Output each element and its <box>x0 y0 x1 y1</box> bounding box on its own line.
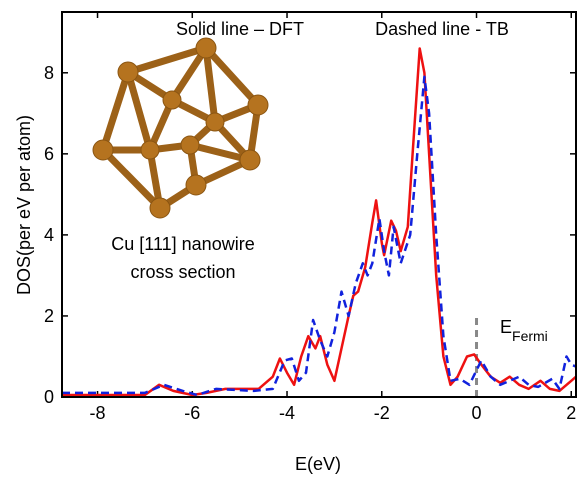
annotation: Cu [111] nanowire <box>111 234 254 254</box>
cluster-illustration <box>92 37 269 219</box>
series-line <box>62 75 577 397</box>
x-tick-label: 2 <box>566 403 576 423</box>
fermi-label: EFermi <box>500 317 548 344</box>
x-tick-label: -8 <box>90 403 106 423</box>
y-axis-label: DOS(per eV per atom) <box>14 115 34 295</box>
fermi-label-main: E <box>500 317 512 337</box>
y-tick-label: 8 <box>44 63 54 83</box>
y-tick-label: 0 <box>44 387 54 407</box>
y-tick-label: 4 <box>44 225 54 245</box>
x-axis-label: E(eV) <box>295 454 341 474</box>
annotation: Solid line – DFT <box>176 19 304 39</box>
x-tick-label: 0 <box>472 403 482 423</box>
plot-frame <box>61 11 577 398</box>
x-tick-label: -4 <box>279 403 295 423</box>
fermi-label-sub: Fermi <box>512 328 548 344</box>
annotation: cross section <box>130 262 235 282</box>
x-tick-label: -6 <box>184 403 200 423</box>
annotation: Dashed line - TB <box>375 19 509 39</box>
x-tick-label: -2 <box>374 403 390 423</box>
y-tick-label: 2 <box>44 306 54 326</box>
y-tick-label: 6 <box>44 144 54 164</box>
